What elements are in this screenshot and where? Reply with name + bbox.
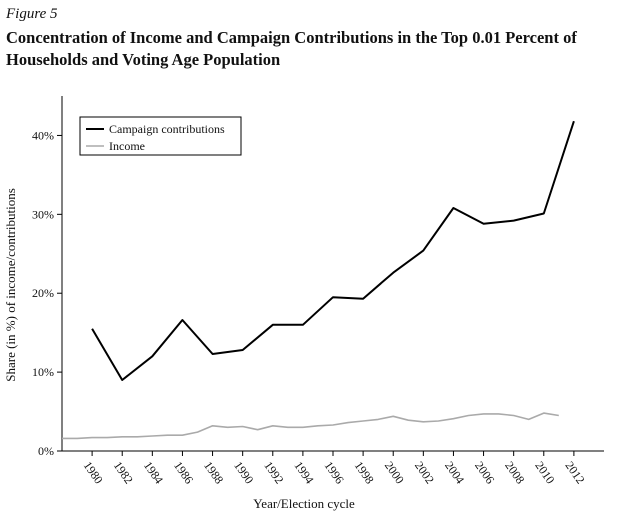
y-axis-label: Share (in %) of income/contributions xyxy=(3,188,18,382)
series-layer xyxy=(62,120,575,440)
x-tick-label: 1992 xyxy=(261,459,286,487)
x-tick-label: 2004 xyxy=(442,459,467,487)
x-tick-label: 1990 xyxy=(231,459,256,487)
series-line-campaign-contributions xyxy=(91,120,575,381)
figure-title: Concentration of Income and Campaign Con… xyxy=(6,28,577,69)
x-tick-label: 2008 xyxy=(502,459,527,487)
x-tick-label: 1984 xyxy=(141,459,166,487)
x-tick-label: 2006 xyxy=(472,459,497,487)
figure-label: Figure 5 xyxy=(6,6,58,22)
legend-label: Income xyxy=(109,139,145,153)
x-tick-label: 1980 xyxy=(81,459,106,487)
y-tick-label: 30% xyxy=(32,207,54,221)
y-tick-label: 10% xyxy=(32,365,54,379)
x-tick-label: 1994 xyxy=(291,459,316,487)
legend-label: Campaign contributions xyxy=(109,122,225,136)
legend: Campaign contributions Income xyxy=(79,116,242,156)
x-tick-label: 1996 xyxy=(322,459,347,487)
y-tick-label: 40% xyxy=(32,128,54,142)
series-line-income xyxy=(62,412,559,440)
x-tick-label: 2000 xyxy=(382,459,407,487)
x-tick-label: 2012 xyxy=(562,459,587,487)
x-axis-label: Year/Election cycle xyxy=(253,496,355,511)
x-tick-label: 2010 xyxy=(532,459,557,487)
x-tick-label: 1988 xyxy=(201,459,226,487)
x-tick-label: 1986 xyxy=(171,459,196,487)
legend-box xyxy=(79,116,242,156)
x-tick-label: 2002 xyxy=(412,459,437,487)
x-tick-label: 1982 xyxy=(111,459,136,487)
y-tick-label: 0% xyxy=(38,444,54,458)
x-tick-label: 1998 xyxy=(352,459,377,487)
y-tick-label: 20% xyxy=(32,286,54,300)
